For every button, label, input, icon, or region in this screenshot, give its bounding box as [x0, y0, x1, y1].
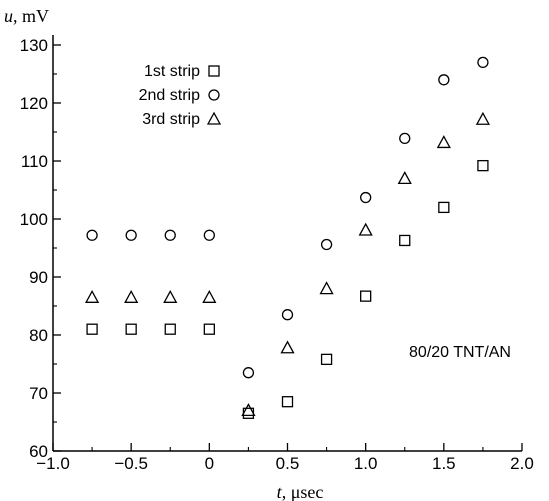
y-tick-label: 110: [21, 152, 48, 171]
circle-point: [360, 191, 372, 204]
y-tick-label: 80: [29, 326, 48, 345]
triangle-point: [280, 340, 295, 354]
legend-square-icon: [208, 65, 220, 77]
circle-point: [125, 229, 137, 241]
x-tick-label: 2.0: [510, 454, 534, 473]
data-points: [84, 56, 491, 419]
y-tick-label: 90: [29, 268, 48, 287]
x-tick-label: 0.5: [276, 454, 300, 473]
circle-point: [281, 309, 294, 321]
triangle-point: [202, 289, 217, 303]
triangle-point: [475, 111, 491, 125]
y-tick-label: 130: [20, 36, 48, 55]
triangle-point: [319, 281, 334, 295]
y-tick-label: 70: [29, 384, 48, 403]
x-axis-var: t: [277, 482, 283, 501]
x-axis-label: t, μsec: [277, 482, 324, 501]
square-point: [164, 323, 176, 335]
square-point: [86, 323, 98, 335]
circle-point: [164, 229, 176, 241]
x-tick-label: 1.0: [354, 454, 378, 473]
circle-point: [477, 56, 489, 69]
triangle-point: [124, 289, 139, 303]
circle-point: [438, 74, 450, 86]
triangle-point: [163, 289, 178, 303]
triangle-point: [241, 403, 256, 417]
y-ticks: 60 70 80 90 100 110 120 130: [20, 36, 61, 461]
legend-label: 1st strip: [144, 63, 200, 80]
legend-circle-icon: [208, 89, 220, 101]
square-point: [203, 323, 215, 335]
circle-point: [242, 367, 255, 379]
square-point: [125, 323, 137, 335]
y-axis-unit: , mV: [13, 6, 49, 26]
x-tick-label: −0.5: [114, 454, 148, 473]
y-axis-var: u: [4, 6, 13, 26]
square-point: [360, 290, 372, 302]
legend-label: 3rd strip: [142, 111, 200, 128]
y-tick-label: 100: [20, 210, 48, 229]
circle-point: [399, 132, 411, 145]
circle-point: [203, 229, 215, 241]
y-tick-label: 120: [20, 94, 48, 113]
triangle-point: [436, 135, 451, 149]
square-point: [281, 396, 294, 408]
square-point: [399, 234, 411, 247]
triangle-point: [397, 171, 412, 185]
y-tick-label: 60: [29, 442, 48, 461]
x-axis-unit: , μsec: [282, 482, 324, 501]
x-ticks: −1.0 −0.5 0 0.5 1.0 1.5 2.0: [36, 443, 534, 473]
chart-annotation: 80/20 TNT/AN: [409, 344, 511, 361]
square-point: [320, 353, 333, 366]
triangle-point: [358, 222, 373, 236]
x-tick-label: −1.0: [36, 454, 70, 473]
legend: 1st strip 2nd strip 3rd strip: [139, 63, 222, 128]
square-point: [438, 201, 450, 214]
circle-point: [86, 229, 98, 241]
legend-label: 2nd strip: [139, 87, 200, 104]
x-tick-label: 0: [205, 454, 214, 473]
circle-point: [320, 238, 333, 251]
y-axis-label: u, mV: [4, 6, 49, 26]
square-point: [477, 159, 489, 172]
x-tick-label: 1.5: [432, 454, 456, 473]
triangle-point: [84, 289, 100, 303]
legend-triangle-icon: [206, 111, 222, 125]
